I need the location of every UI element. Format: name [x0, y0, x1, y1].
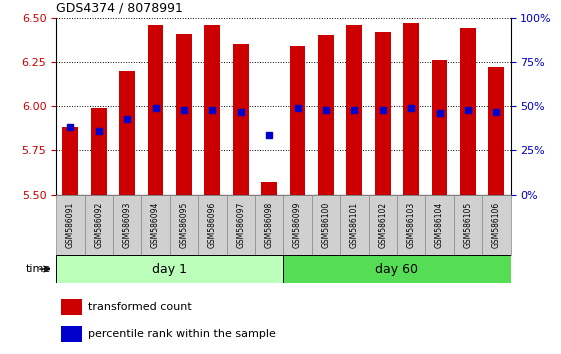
Point	[66, 125, 75, 130]
Text: GSM586106: GSM586106	[492, 202, 501, 248]
Bar	[169, 195, 198, 255]
Point	[123, 116, 132, 121]
Text: GSM586094: GSM586094	[151, 201, 160, 248]
Text: GSM586103: GSM586103	[407, 202, 416, 248]
Bar	[61, 326, 82, 342]
Text: day 60: day 60	[375, 263, 419, 275]
Text: GSM586099: GSM586099	[293, 201, 302, 248]
Text: GSM586098: GSM586098	[265, 202, 274, 248]
Bar	[62, 127, 78, 195]
Text: GSM586097: GSM586097	[236, 201, 245, 248]
Point	[435, 110, 444, 116]
Bar	[454, 195, 482, 255]
Bar	[347, 25, 362, 195]
Text: GDS4374 / 8078991: GDS4374 / 8078991	[56, 1, 183, 14]
Bar	[233, 44, 249, 195]
Bar	[205, 25, 220, 195]
Bar	[460, 28, 476, 195]
Bar	[289, 46, 305, 195]
Bar	[113, 195, 141, 255]
Bar	[397, 195, 425, 255]
Point	[208, 107, 217, 113]
Point	[378, 107, 387, 113]
Text: GSM586096: GSM586096	[208, 201, 217, 248]
Bar	[176, 34, 192, 195]
Text: transformed count: transformed count	[88, 302, 192, 313]
Text: GSM586101: GSM586101	[350, 202, 359, 248]
Bar	[227, 195, 255, 255]
Bar	[198, 195, 227, 255]
Bar	[403, 23, 419, 195]
Point	[151, 105, 160, 111]
Text: GSM586100: GSM586100	[321, 202, 330, 248]
Point	[350, 107, 359, 113]
Point	[463, 107, 472, 113]
Text: GSM586095: GSM586095	[180, 201, 188, 248]
Text: day 1: day 1	[152, 263, 187, 275]
Bar	[312, 195, 340, 255]
Bar	[283, 255, 511, 283]
Point	[492, 109, 501, 114]
Bar	[119, 71, 135, 195]
Text: GSM586092: GSM586092	[94, 202, 103, 248]
Point	[265, 132, 274, 137]
Point	[94, 128, 103, 134]
Bar	[85, 195, 113, 255]
Text: GSM586091: GSM586091	[66, 202, 75, 248]
Bar	[148, 25, 163, 195]
Text: time: time	[25, 264, 50, 274]
Bar	[61, 299, 82, 315]
Bar	[283, 195, 312, 255]
Text: percentile rank within the sample: percentile rank within the sample	[88, 329, 276, 339]
Bar	[369, 195, 397, 255]
Bar	[340, 195, 369, 255]
Bar	[141, 195, 169, 255]
Bar	[255, 195, 283, 255]
Bar	[261, 182, 277, 195]
Bar	[318, 35, 334, 195]
Text: GSM586093: GSM586093	[123, 201, 132, 248]
Point	[180, 107, 188, 113]
Bar	[425, 195, 454, 255]
Text: GSM586104: GSM586104	[435, 202, 444, 248]
Text: GSM586105: GSM586105	[463, 202, 472, 248]
Bar	[56, 255, 283, 283]
Bar	[489, 67, 504, 195]
Bar	[375, 32, 390, 195]
Point	[321, 107, 330, 113]
Bar	[432, 60, 447, 195]
Bar	[91, 108, 107, 195]
Point	[293, 105, 302, 111]
Text: GSM586102: GSM586102	[378, 202, 387, 248]
Bar	[482, 195, 511, 255]
Bar	[56, 195, 85, 255]
Point	[407, 105, 416, 111]
Point	[236, 109, 245, 114]
